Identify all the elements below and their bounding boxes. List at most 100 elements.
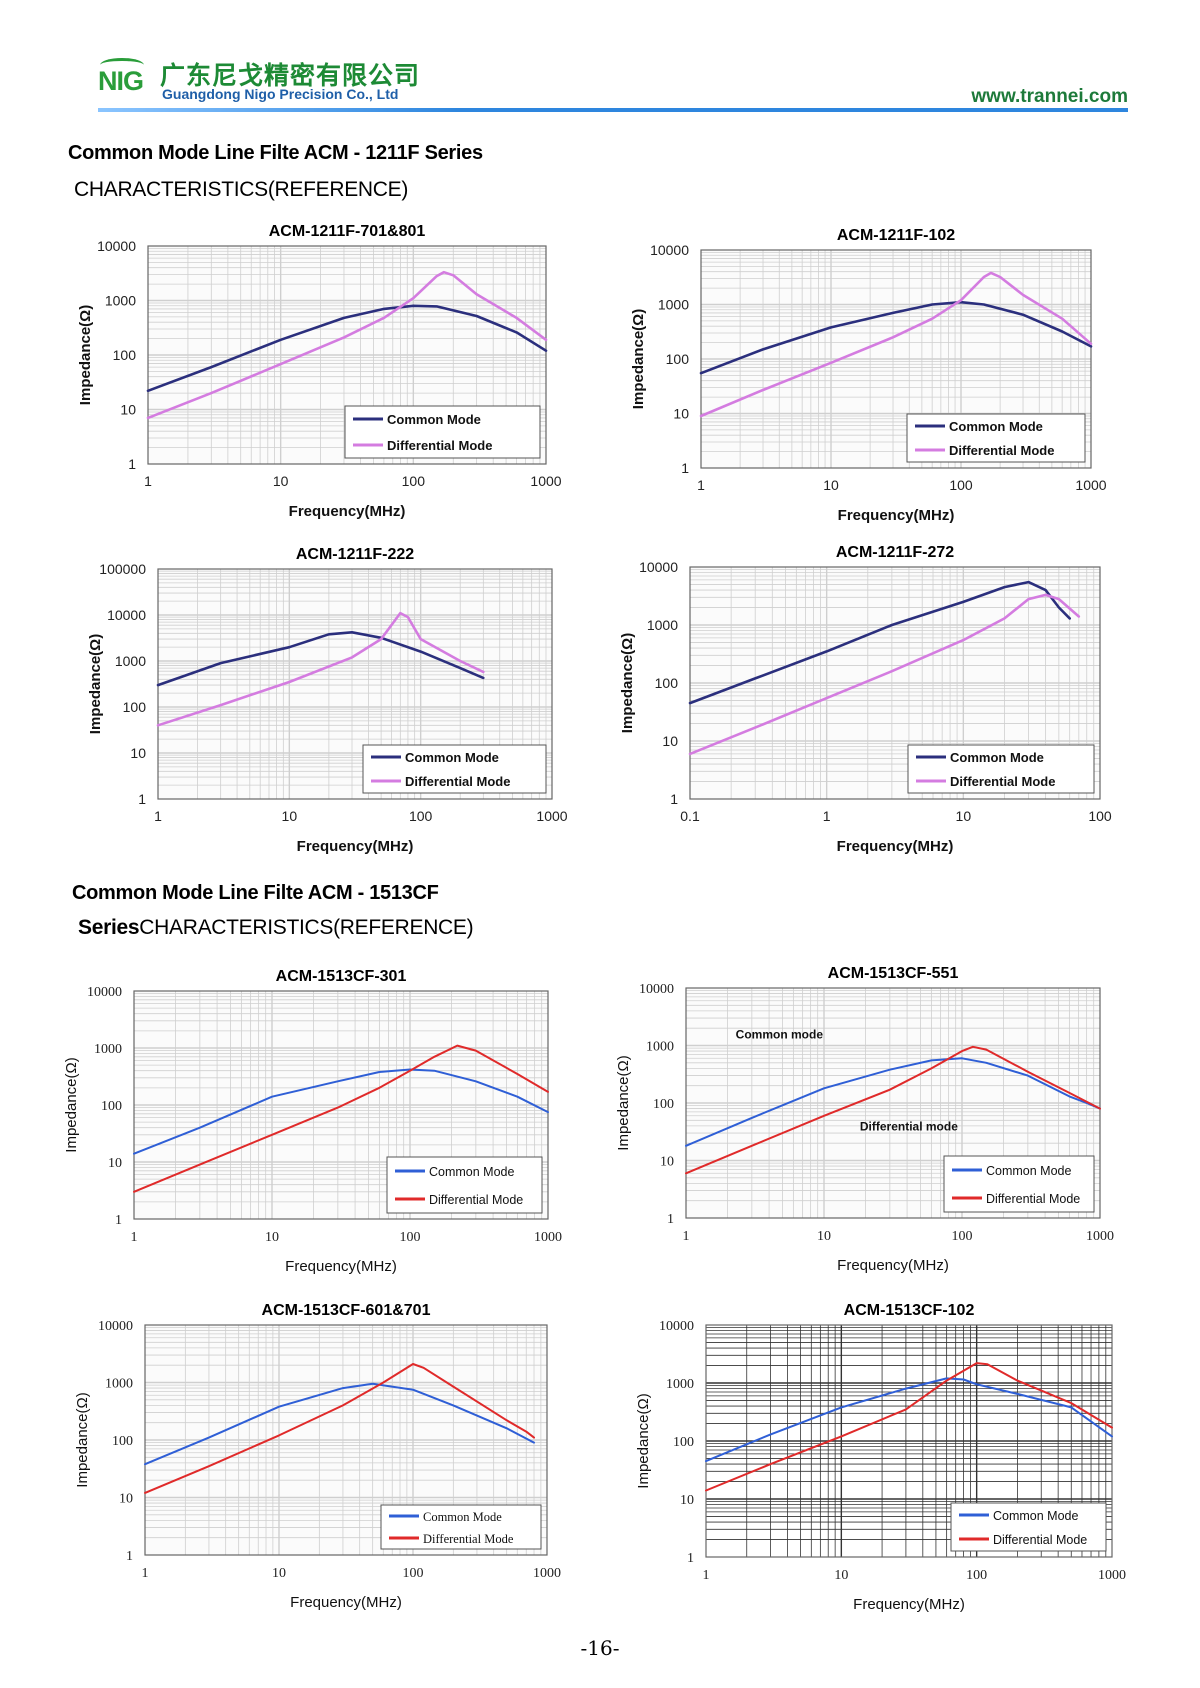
- x-tick-label: 10: [272, 1566, 286, 1581]
- chart-svg: ACM-1513CF-551 1 10 100 1000 1 10 100 1000 10000 F…: [615, 965, 1114, 1274]
- x-tick-label: 1: [142, 1566, 149, 1581]
- legend-box: [950, 1502, 1107, 1552]
- x-tick-label: 100: [952, 1229, 973, 1244]
- y-tick-label: 1: [681, 460, 689, 476]
- x-tick-label: 1000: [536, 808, 567, 824]
- x-axis-label: Frequency(MHz): [837, 1257, 949, 1274]
- x-axis-label: Frequency(MHz): [838, 507, 955, 524]
- y-tick-label: 1: [138, 791, 146, 807]
- y-tick-label: 1000: [105, 1377, 133, 1392]
- x-tick-label: 10: [265, 1230, 279, 1245]
- legend-label: Common Mode: [993, 1509, 1078, 1523]
- y-tick-label: 1000: [658, 297, 689, 313]
- plot-border: [700, 249, 1092, 469]
- legend-box: [344, 405, 541, 459]
- section-title-1513cf: Common Mode Line Filte ACM - 1513CF: [72, 882, 439, 904]
- x-axis-label: Frequency(MHz): [285, 1258, 397, 1275]
- legend-label: Common Mode: [950, 750, 1044, 765]
- series-line-common-mode: [133, 1068, 549, 1155]
- y-tick-label: 100000: [99, 561, 146, 577]
- x-tick-label: 10: [823, 477, 839, 493]
- legend-box: [907, 744, 1095, 794]
- y-tick-label: 100: [123, 699, 147, 715]
- y-tick-label: 10000: [107, 607, 146, 623]
- y-tick-label: 1000: [646, 1040, 674, 1055]
- series-line-common-mode: [156, 631, 485, 687]
- x-tick-label: 1000: [1075, 477, 1106, 493]
- page-header: NIG 广东尼戈精密有限公司 Guangdong Nigo Precision …: [98, 52, 1128, 112]
- legend-label: Differential Mode: [387, 438, 492, 453]
- x-tick-label: 100: [966, 1568, 987, 1583]
- y-axis-label: Impedance(Ω): [77, 305, 94, 405]
- section-title-1211f: Common Mode Line Filte ACM - 1211F Serie…: [68, 142, 483, 164]
- legend-label: Differential Mode: [986, 1192, 1080, 1206]
- x-tick-label: 1000: [533, 1566, 561, 1581]
- legend-box: [380, 1504, 542, 1550]
- y-tick-label: 1000: [647, 617, 678, 633]
- x-tick-label: 10: [273, 473, 289, 489]
- y-tick-label: 10000: [98, 1319, 133, 1334]
- y-tick-label: 10: [130, 745, 146, 761]
- y-tick-label: 1000: [94, 1042, 122, 1057]
- chart-title: ACM-1513CF-601&701: [262, 1302, 431, 1319]
- x-tick-label: 10: [834, 1568, 848, 1583]
- y-tick-label: 10000: [87, 985, 122, 1000]
- chart-title: ACM-1211F-102: [837, 227, 955, 244]
- y-tick-label: 1000: [105, 293, 136, 309]
- chart-title: ACM-1513CF-102: [844, 1302, 975, 1319]
- x-axis-label: Frequency(MHz): [837, 838, 954, 855]
- chart-svg: ACM-1211F-102 1 10 100 1000 1 10 100 1000 10000 Fr…: [630, 227, 1107, 524]
- y-tick-label: 100: [666, 351, 690, 367]
- chart-svg: ACM-1513CF-601&701 1 10 100 1000 1 10 100 1000 10…: [74, 1302, 561, 1611]
- chart-title: ACM-1513CF-551: [828, 965, 959, 982]
- y-tick-label: 10: [660, 1155, 674, 1170]
- x-tick-label: 1: [823, 808, 831, 824]
- y-tick-label: 10000: [97, 238, 136, 254]
- x-axis-label: Frequency(MHz): [289, 503, 406, 520]
- x-axis-label: Frequency(MHz): [853, 1596, 965, 1613]
- company-logo: NIG: [98, 66, 144, 96]
- series-line-differential-mode: [133, 1044, 549, 1193]
- company-name-en: Guangdong Nigo Precision Co., Ltd: [162, 86, 399, 102]
- y-tick-label: 10000: [659, 1319, 694, 1334]
- chart-1211f-272: ACM-1211F-272 0.1 1 10 100 1 10 100 1000 10000 Fre…: [615, 542, 1130, 871]
- x-tick-label: 0.1: [680, 808, 700, 824]
- x-tick-label: 1000: [534, 1230, 562, 1245]
- x-axis-label: Frequency(MHz): [297, 838, 414, 855]
- series-line-differential-mode: [685, 1045, 1101, 1175]
- x-tick-label: 100: [402, 473, 426, 489]
- chart-svg: ACM-1211F-222 1 10 100 1000 1 10 100 1000 10000 10…: [87, 546, 568, 855]
- y-axis-label: Impedance(Ω): [63, 1057, 80, 1152]
- series-line-common-mode: [688, 580, 1072, 705]
- legend-label: Common Mode: [429, 1165, 514, 1179]
- y-tick-label: 1000: [115, 653, 146, 669]
- chart-title: ACM-1211F-701&801: [269, 223, 426, 240]
- legend-box: [943, 1155, 1095, 1213]
- y-tick-label: 100: [112, 1434, 133, 1449]
- website-link[interactable]: www.trannei.com: [971, 86, 1128, 107]
- y-tick-label: 10: [662, 733, 678, 749]
- legend-label: Common Mode: [387, 412, 481, 427]
- series-line-differential-mode: [156, 611, 485, 727]
- y-tick-label: 10000: [650, 242, 689, 258]
- legend-label: Differential Mode: [949, 443, 1054, 458]
- y-tick-label: 1: [670, 791, 678, 807]
- legend-label: Differential Mode: [429, 1193, 523, 1207]
- series-line-common-mode: [705, 1377, 1113, 1463]
- x-tick-label: 1000: [530, 473, 561, 489]
- series-line-common-mode: [144, 1382, 535, 1466]
- series-line-differential-mode: [688, 593, 1081, 756]
- header-divider: [98, 108, 1128, 112]
- section-subtitle-1513cf: SeriesCHARACTERISTICS(REFERENCE): [78, 916, 474, 940]
- company-name-cn: 广东尼戈精密有限公司: [160, 61, 421, 90]
- chart-1513cf-301: ACM-1513CF-301 1 10 100 1000 1 10 100 1000 10000 F…: [62, 966, 578, 1291]
- y-tick-label: 10: [673, 406, 689, 422]
- x-tick-label: 100: [949, 477, 973, 493]
- series-line-differential-mode: [144, 1363, 535, 1494]
- chart-1211f-701-801: ACM-1211F-701&801 1 10 100 1000 1 10 100 1000 100…: [58, 218, 576, 536]
- y-tick-label: 1: [128, 456, 136, 472]
- legend-box: [906, 413, 1086, 463]
- series-line-differential-mode: [699, 271, 1093, 418]
- x-tick-label: 100: [1088, 808, 1112, 824]
